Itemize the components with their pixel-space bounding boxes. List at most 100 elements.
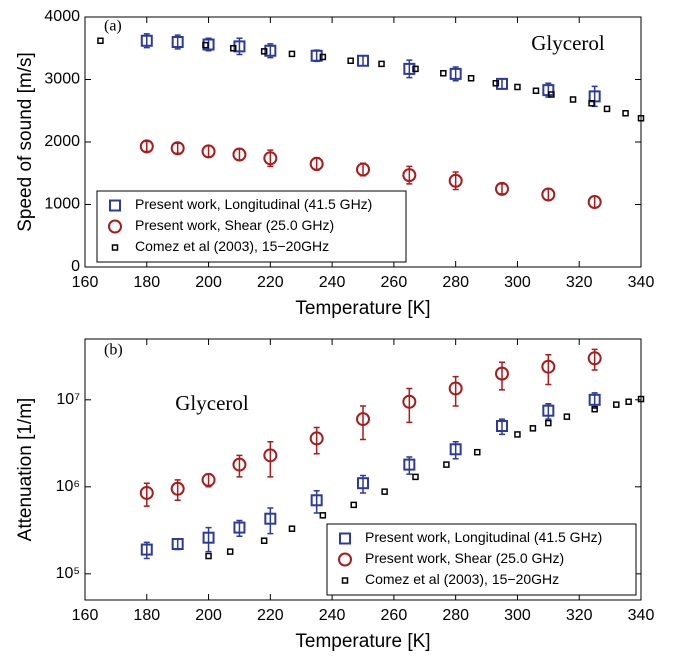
- shear-marker: [263, 448, 278, 463]
- reference-marker: [260, 48, 268, 55]
- x-tick-label: 260: [381, 274, 408, 291]
- x-tick-label: 160: [72, 274, 99, 291]
- longitudinal-marker: [171, 538, 184, 551]
- shear-marker: [541, 187, 556, 202]
- legend-entry: Present work, Longitudinal (41.5 GHz): [109, 196, 372, 212]
- legend-marker: [109, 199, 121, 212]
- error-bar: [267, 507, 274, 535]
- series: [140, 392, 601, 560]
- shear-marker: [541, 359, 556, 374]
- legend-marker: [341, 577, 349, 584]
- x-axis-label: Temperature [K]: [295, 298, 430, 319]
- legend-marker: [338, 552, 352, 567]
- y-axis-label: Speed of sound [m/s]: [15, 52, 36, 232]
- x-tick-label: 180: [133, 274, 160, 291]
- annotation: Glycerol: [175, 391, 249, 415]
- x-tick-label: 200: [195, 274, 222, 291]
- longitudinal-marker: [357, 477, 369, 490]
- error-bar: [267, 440, 274, 478]
- reference-marker: [637, 395, 645, 403]
- shear-marker: [201, 472, 216, 487]
- legend-label: Present work, Longitudinal (41.5 GHz): [135, 196, 372, 212]
- x-axis-label: Temperature [K]: [295, 631, 430, 652]
- reference-marker: [591, 405, 598, 413]
- longitudinal-marker: [140, 34, 153, 47]
- error-bar: [205, 526, 212, 553]
- x-tick-label: 180: [133, 607, 160, 624]
- longitudinal-marker: [449, 67, 462, 80]
- reference-marker: [622, 110, 629, 117]
- shear-marker: [170, 141, 185, 156]
- error-bar: [452, 375, 459, 407]
- shear-marker: [170, 481, 185, 496]
- x-tick-label: 240: [319, 607, 346, 624]
- legend-label: Present work, Shear (25.0 GHz): [365, 550, 564, 566]
- reference-marker: [514, 83, 521, 91]
- shear-marker: [201, 144, 216, 159]
- x-tick-label: 220: [257, 274, 284, 291]
- reference-marker: [319, 512, 327, 519]
- reference-marker: [545, 419, 552, 427]
- reference-marker: [467, 75, 475, 82]
- reference-marker: [412, 65, 419, 73]
- reference-marker: [260, 537, 268, 544]
- x-tick-label: 240: [319, 274, 346, 291]
- y-axis-label: Attenuation [1/m]: [15, 398, 36, 542]
- longitudinal-marker: [449, 443, 462, 456]
- longitudinal-marker: [310, 49, 323, 62]
- reference-marker: [529, 425, 537, 432]
- longitudinal-marker: [496, 420, 508, 432]
- reference-marker: [378, 60, 385, 68]
- longitudinal-marker: [403, 458, 416, 471]
- x-tick-label: 340: [628, 274, 655, 291]
- error-bar: [545, 353, 552, 386]
- longitudinal-marker: [310, 494, 323, 507]
- shear-marker: [232, 457, 247, 472]
- reference-marker: [625, 398, 632, 405]
- shear-marker: [309, 431, 324, 446]
- shear-marker: [587, 351, 602, 366]
- longitudinal-marker: [140, 543, 153, 556]
- reference-marker: [514, 431, 521, 438]
- reference-marker: [205, 552, 212, 560]
- longitudinal-marker: [542, 404, 555, 417]
- shear-marker: [309, 156, 324, 171]
- reference-marker: [226, 548, 234, 555]
- shear-marker: [139, 485, 154, 500]
- reference-marker: [288, 50, 296, 58]
- reference-marker: [347, 57, 354, 64]
- error-bar: [360, 405, 366, 441]
- longitudinal-marker: [588, 393, 601, 406]
- shear-marker: [448, 173, 463, 188]
- reference-marker: [613, 401, 620, 408]
- x-tick-label: 220: [257, 607, 284, 624]
- x-tick-label: 320: [566, 607, 593, 624]
- series: [139, 139, 602, 209]
- reference-marker: [637, 115, 645, 122]
- series: [139, 348, 602, 507]
- reference-marker: [563, 413, 571, 420]
- x-tick-label: 320: [566, 274, 593, 291]
- annotation: Glycerol: [531, 31, 605, 55]
- reference-marker: [319, 53, 327, 61]
- longitudinal-marker: [171, 36, 184, 48]
- reference-marker: [202, 41, 209, 49]
- x-tick-label: 300: [504, 274, 531, 291]
- legend-label: Comez et al (2003), 15−20GHz: [365, 571, 559, 587]
- longitudinal-marker: [202, 531, 215, 544]
- legend-label: Present work, Shear (25.0 GHz): [135, 217, 334, 233]
- shear-marker: [587, 195, 602, 209]
- legend-marker: [111, 244, 119, 251]
- shear-marker: [402, 168, 417, 183]
- reference-marker: [412, 473, 419, 481]
- reference-marker: [97, 37, 104, 44]
- x-tick-label: 280: [442, 274, 469, 291]
- y-tick-label: 10⁶: [56, 478, 80, 495]
- x-tick-label: 340: [628, 607, 655, 624]
- y-tick-label: 3000: [44, 71, 80, 88]
- reference-marker: [474, 448, 481, 456]
- x-tick-label: 260: [381, 607, 408, 624]
- shear-marker: [263, 151, 278, 166]
- reference-marker: [440, 70, 447, 77]
- x-tick-label: 200: [195, 607, 222, 624]
